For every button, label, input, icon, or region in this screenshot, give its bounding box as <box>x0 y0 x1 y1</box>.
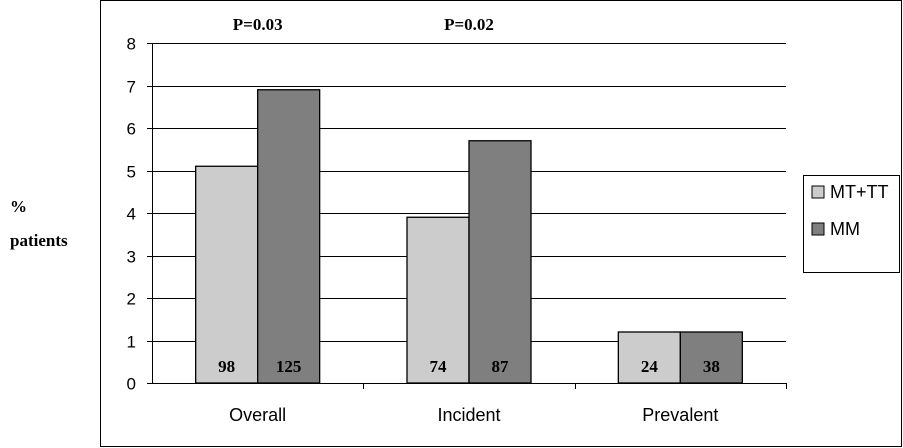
bar-count-label: 87 <box>492 357 510 376</box>
y-tick-label: 5 <box>127 163 136 182</box>
x-category-label: Incident <box>437 405 500 425</box>
bar <box>468 140 532 384</box>
bar <box>679 331 743 384</box>
y-tick-label: 2 <box>127 290 136 309</box>
y-tick-label: 8 <box>127 35 136 54</box>
legend-swatch <box>811 222 825 236</box>
p-value-annotation: P=0.03 <box>233 15 283 34</box>
bars <box>195 89 743 384</box>
y-tick-label: 7 <box>127 78 136 97</box>
bar-count-label: 125 <box>276 357 302 376</box>
p-value-annotation: P=0.02 <box>444 15 494 34</box>
bar-count-label: 38 <box>703 357 720 376</box>
axes: 0 1 2 3 4 5 6 7 8 <box>127 35 787 394</box>
x-category-label: Overall <box>229 405 286 425</box>
bar <box>195 165 259 384</box>
bar-count-label: 74 <box>430 357 448 376</box>
bar-count-label: 24 <box>641 357 659 376</box>
bar <box>617 331 681 384</box>
bar <box>257 89 321 384</box>
y-tick-label: 3 <box>127 248 136 267</box>
y-axis-title: patients <box>10 231 68 250</box>
y-tick-label: 1 <box>127 333 136 352</box>
y-tick-label: 4 <box>127 205 136 224</box>
legend-swatch <box>811 185 825 199</box>
y-axis-title: % <box>10 197 27 216</box>
y-tick-label: 6 <box>127 120 136 139</box>
y-tick-label: 0 <box>127 375 136 394</box>
x-category-label: Prevalent <box>642 405 718 425</box>
legend: MT+TT MM <box>803 175 900 273</box>
legend-label: MM <box>830 219 860 239</box>
bar-count-label: 98 <box>218 357 235 376</box>
legend-label: MT+TT <box>830 182 889 202</box>
